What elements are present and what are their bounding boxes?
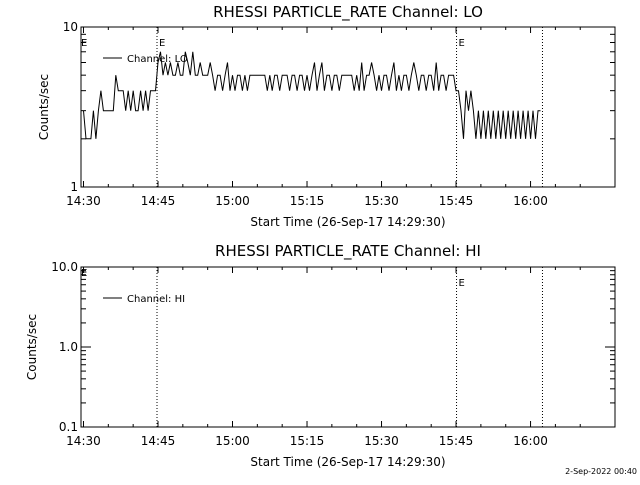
panel-hi-xtick-label: 14:45	[141, 434, 176, 448]
panel-lo-ytick-label: 1	[70, 180, 78, 194]
panel-hi-event-label: E	[459, 278, 465, 289]
panel-hi-xtick-label: 15:15	[290, 434, 325, 448]
panel-lo-event-label: E	[159, 38, 165, 49]
panel-lo-xtick-label: 15:00	[215, 194, 250, 208]
panel-lo-left-marker: E	[81, 38, 87, 49]
panel-hi-legend-label: Channel: HI	[127, 294, 185, 305]
panel-hi-left-marker: E	[81, 268, 87, 279]
panel-lo-legend-label: Channel: LO	[127, 54, 188, 65]
panel-lo-xtick-label: 16:00	[513, 194, 548, 208]
panel-lo-xlabel: Start Time (26-Sep-17 14:29:30)	[250, 215, 445, 229]
panel-lo-ytick-label: 10	[63, 20, 78, 34]
panel-hi-ylabel: Counts/sec	[25, 314, 39, 380]
panel-hi-xlabel: Start Time (26-Sep-17 14:29:30)	[250, 455, 445, 469]
footer-date: 2-Sep-2022 00:40	[565, 467, 637, 476]
panel-hi-xtick-label: 15:00	[215, 434, 250, 448]
panel-lo-xtick-label: 15:30	[364, 194, 399, 208]
panel-lo-xtick-label: 15:15	[290, 194, 325, 208]
panel-lo-xtick-label: 14:45	[141, 194, 176, 208]
panel-lo-xtick-label: 15:45	[439, 194, 474, 208]
panel-hi-ytick-label: 10.0	[51, 260, 78, 274]
panel-lo-frame	[80, 26, 616, 188]
panel-lo-xtick-label: 14:30	[66, 194, 101, 208]
panel-lo-series-line	[83, 51, 541, 140]
panel-hi-ytick-label: 0.1	[59, 420, 78, 434]
panel-hi-xtick-label: 16:00	[513, 434, 548, 448]
panel-lo-event-label: E	[459, 38, 465, 49]
panel-hi-xtick-label: 14:30	[66, 434, 101, 448]
panel-hi-xtick-label: 15:45	[439, 434, 474, 448]
panel-hi-title: RHESSI PARTICLE_RATE Channel: HI	[215, 242, 481, 261]
panel-lo-title: RHESSI PARTICLE_RATE Channel: LO	[213, 3, 483, 22]
panel-hi-xtick-label: 15:30	[364, 434, 399, 448]
panel-hi-ytick-label: 1.0	[59, 340, 78, 354]
panel-lo-ylabel: Counts/sec	[37, 74, 51, 140]
